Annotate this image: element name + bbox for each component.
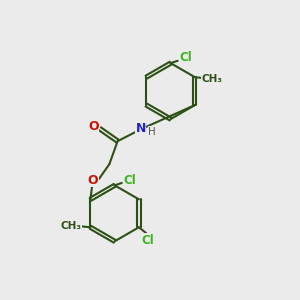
Text: CH₃: CH₃ [201, 74, 222, 84]
Text: CH₃: CH₃ [61, 221, 82, 231]
Text: Cl: Cl [124, 173, 136, 187]
Text: Cl: Cl [179, 51, 192, 64]
Text: H: H [148, 127, 156, 137]
Text: N: N [135, 122, 146, 135]
Text: Cl: Cl [141, 234, 154, 247]
Text: O: O [87, 174, 98, 187]
Text: O: O [88, 120, 99, 133]
